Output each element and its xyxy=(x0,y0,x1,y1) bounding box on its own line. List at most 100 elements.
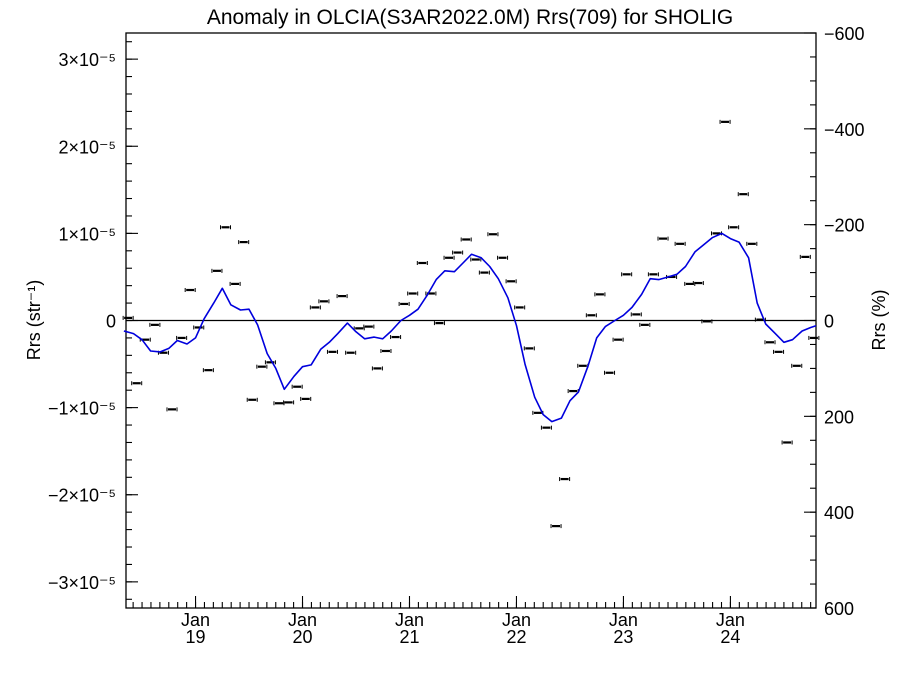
x-tick-year: 22 xyxy=(506,627,526,647)
data-point xyxy=(256,364,268,369)
y-tick-label: −2×10⁻⁵ xyxy=(48,486,116,506)
data-point xyxy=(345,350,357,355)
chart-title: Anomaly in OLCIA(S3AR2022.0M) Rrs(709) f… xyxy=(207,6,733,29)
y-tick-label: −1×10⁻⁵ xyxy=(48,399,116,419)
data-point xyxy=(452,250,464,255)
x-tick-year: 23 xyxy=(613,627,633,647)
data-point xyxy=(229,281,241,286)
data-point xyxy=(505,279,517,284)
y-axis-label-right: Rrs (%) xyxy=(869,290,889,351)
data-point xyxy=(604,370,616,375)
data-point xyxy=(202,368,214,373)
y-tick-label: 3×10⁻⁵ xyxy=(58,50,116,70)
data-point xyxy=(647,272,659,277)
data-point xyxy=(176,335,188,340)
data-point xyxy=(657,236,669,241)
data-point xyxy=(773,349,785,354)
data-point xyxy=(719,119,731,124)
data-point xyxy=(246,397,258,402)
y-tick-label: −3×10⁻⁵ xyxy=(48,573,116,593)
data-point xyxy=(371,366,383,371)
data-point xyxy=(238,240,250,245)
data-point xyxy=(326,349,338,354)
data-point xyxy=(674,241,686,246)
data-point xyxy=(497,255,509,260)
data-point xyxy=(211,268,223,273)
y2-tick-label: −200 xyxy=(824,216,865,236)
x-tick-year: 20 xyxy=(292,627,312,647)
data-point xyxy=(398,301,410,306)
x-tick-year: 21 xyxy=(399,627,419,647)
data-point xyxy=(149,322,161,327)
data-point xyxy=(612,337,624,342)
data-point xyxy=(728,225,740,230)
data-point xyxy=(791,363,803,368)
data-point xyxy=(443,255,455,260)
x-tick-year: 24 xyxy=(720,627,740,647)
data-point xyxy=(291,384,303,389)
data-point xyxy=(594,292,606,297)
data-point xyxy=(219,225,231,230)
data-point xyxy=(781,440,793,445)
data-point xyxy=(808,335,820,340)
data-point xyxy=(746,241,758,246)
data-point xyxy=(540,425,552,430)
y2-tick-label: 600 xyxy=(824,599,854,619)
data-point xyxy=(433,321,445,326)
data-point xyxy=(799,254,811,259)
y2-tick-label: −600 xyxy=(824,24,865,44)
data-point xyxy=(122,315,134,320)
y-tick-label: 2×10⁻⁵ xyxy=(58,137,116,157)
data-point xyxy=(550,524,562,529)
x-tick-month: Jan xyxy=(288,610,317,630)
data-point xyxy=(514,305,526,310)
y2-tick-label: 400 xyxy=(824,503,854,523)
data-point xyxy=(737,192,749,197)
data-point xyxy=(407,291,419,296)
data-point xyxy=(380,348,392,353)
x-tick-month: Jan xyxy=(395,610,424,630)
data-point xyxy=(523,346,535,351)
data-point xyxy=(621,272,633,277)
data-point xyxy=(318,299,330,304)
data-point xyxy=(166,407,178,412)
data-points xyxy=(122,119,820,529)
x-tick-month: Jan xyxy=(502,610,531,630)
data-point xyxy=(363,324,375,329)
data-point xyxy=(630,312,642,317)
x-tick-month: Jan xyxy=(181,610,210,630)
data-point xyxy=(184,288,196,293)
x-tick-month: Jan xyxy=(609,610,638,630)
data-point xyxy=(559,477,571,482)
data-point xyxy=(754,317,766,322)
data-point xyxy=(309,305,321,310)
data-point xyxy=(764,340,776,345)
x-tick-month: Jan xyxy=(716,610,745,630)
data-point xyxy=(585,313,597,318)
data-point xyxy=(193,325,205,330)
data-point xyxy=(390,335,402,340)
y-axis-label-left: Rrs (str⁻¹) xyxy=(24,280,44,360)
data-point xyxy=(336,294,348,299)
data-point xyxy=(487,232,499,237)
left-y-axis: 3×10⁻⁵ 2×10⁻⁵ 1×10⁻⁵ 0 −1×10⁻⁵ −2×10⁻⁵ −3×10⁻⁵ xyxy=(48,41,138,600)
data-point xyxy=(300,396,312,401)
y-tick-label: 0 xyxy=(106,312,116,332)
y2-tick-label: 200 xyxy=(824,407,854,427)
data-point xyxy=(701,319,713,324)
data-point xyxy=(460,237,472,242)
data-point xyxy=(692,281,704,286)
x-tick-year: 19 xyxy=(186,627,206,647)
data-point xyxy=(478,270,490,275)
y2-tick-label: 0 xyxy=(824,312,834,332)
y2-tick-label: −400 xyxy=(824,120,865,140)
data-point xyxy=(283,400,295,405)
data-point xyxy=(131,381,143,386)
series-line xyxy=(123,232,817,423)
y-tick-label: 1×10⁻⁵ xyxy=(58,224,116,244)
right-y-axis: −600 −400 −200 0 200 400 600 xyxy=(804,24,865,619)
data-point xyxy=(639,322,651,327)
